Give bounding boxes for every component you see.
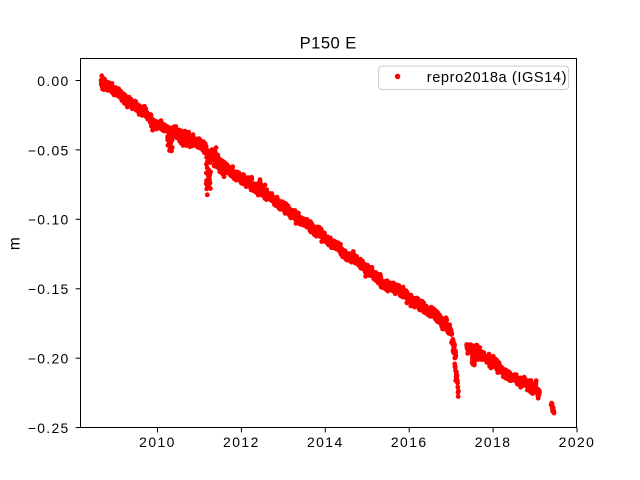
svg-text:2018: 2018 xyxy=(475,434,512,450)
svg-text:−0.10: −0.10 xyxy=(28,212,70,228)
svg-text:−0.20: −0.20 xyxy=(28,351,70,367)
svg-text:2014: 2014 xyxy=(307,434,344,450)
svg-text:−0.05: −0.05 xyxy=(28,142,70,158)
svg-text:2010: 2010 xyxy=(139,434,176,450)
svg-text:−0.25: −0.25 xyxy=(28,420,70,436)
svg-text:m: m xyxy=(7,237,24,250)
svg-text:2012: 2012 xyxy=(223,434,260,450)
svg-text:2020: 2020 xyxy=(559,434,596,450)
svg-text:repro2018a (IGS14): repro2018a (IGS14) xyxy=(427,70,567,86)
svg-text:0.00: 0.00 xyxy=(37,73,69,89)
svg-text:−0.15: −0.15 xyxy=(28,281,70,297)
svg-text:P150 E: P150 E xyxy=(300,33,357,52)
svg-text:2016: 2016 xyxy=(391,434,428,450)
